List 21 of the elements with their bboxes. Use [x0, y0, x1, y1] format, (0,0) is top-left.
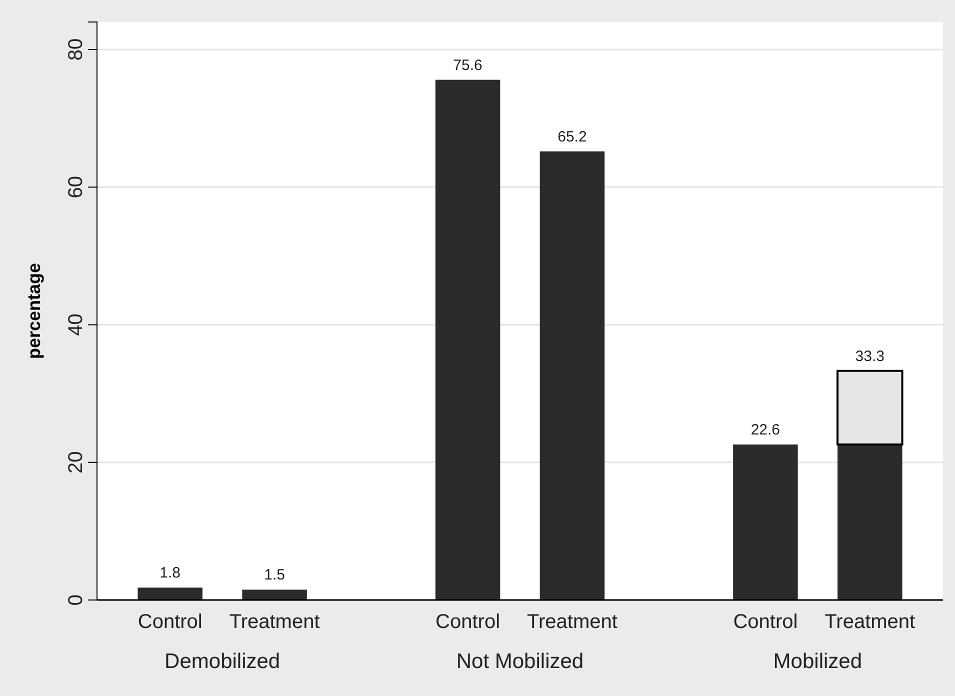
total-label: 1.8 — [160, 564, 181, 582]
y-axis-title: percentage — [24, 262, 44, 360]
text: Mobilized — [773, 650, 862, 673]
x-tick-label: Treatment — [527, 611, 618, 633]
y-tick-label: 60 — [65, 176, 87, 198]
total-label: 22.6 — [750, 421, 780, 438]
y-tick-label: 0 — [65, 594, 87, 606]
total-label: 1.5 — [264, 566, 285, 584]
y-tick-label: 20 — [65, 451, 87, 474]
x-tick-label: Control — [733, 611, 798, 633]
total-label: 33.3 — [855, 348, 884, 365]
text: Demobilized — [164, 650, 280, 673]
x-tick-label: Control — [436, 611, 500, 633]
y-tick-label: 80 — [65, 38, 87, 61]
text: Not Mobilized — [456, 650, 584, 673]
total-label: 75.6 — [453, 56, 482, 74]
x-tick-label: Control — [138, 611, 202, 633]
y-tick-label: 40 — [65, 314, 87, 336]
x-tick-label: Treatment — [229, 611, 320, 633]
x-tick-label: Treatment — [824, 611, 916, 633]
total-label: 65.2 — [558, 128, 587, 146]
